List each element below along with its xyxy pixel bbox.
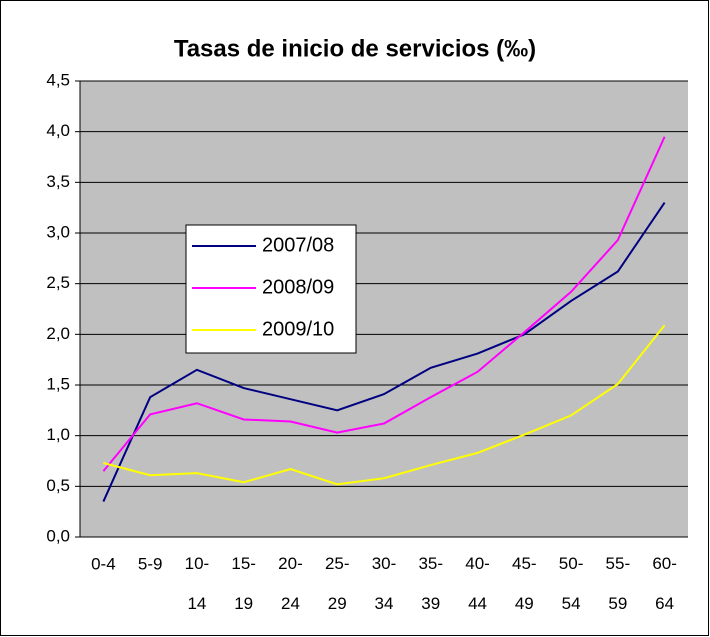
y-tick-label: 3,5: [46, 172, 70, 191]
x-tick-label: 10-14: [185, 554, 210, 613]
x-tick-label: 50-54: [559, 554, 584, 613]
x-tick-label: 45-49: [512, 554, 537, 613]
x-tick-label: 55-59: [606, 554, 631, 613]
chart-title: Tasas de inicio de servicios (‰): [174, 35, 536, 62]
legend-label: 2007/08: [262, 234, 334, 256]
y-tick-label: 0,0: [46, 526, 70, 545]
legend-label: 2009/10: [262, 318, 334, 340]
x-tick-label: 35-39: [418, 554, 443, 613]
x-tick-label: 30-34: [372, 554, 397, 613]
series-line: [103, 324, 666, 486]
y-tick-label: 2,0: [46, 324, 70, 343]
series-line: [102, 202, 666, 502]
y-tick-label: 4,0: [46, 121, 70, 140]
y-tick-label: 3,0: [46, 222, 70, 241]
series-line: [102, 136, 666, 472]
x-tick-label: 40-44: [465, 554, 490, 613]
x-tick-label: 0-4: [91, 554, 116, 573]
plot-area: [80, 81, 688, 537]
x-tick-label: 60-64: [652, 554, 677, 613]
y-tick-label: 4,5: [46, 70, 70, 89]
x-tick-label: 15-19: [231, 554, 256, 613]
y-tick-label: 1,5: [46, 374, 70, 393]
y-tick-label: 2,5: [46, 273, 70, 292]
legend-label: 2008/09: [262, 276, 334, 298]
x-tick-label: 20-24: [278, 554, 303, 613]
y-tick-label: 1,0: [46, 425, 70, 444]
y-tick-label: 0,5: [46, 476, 70, 495]
x-tick-label: 5-9: [138, 554, 163, 573]
x-tick-label: 25-29: [325, 554, 350, 613]
